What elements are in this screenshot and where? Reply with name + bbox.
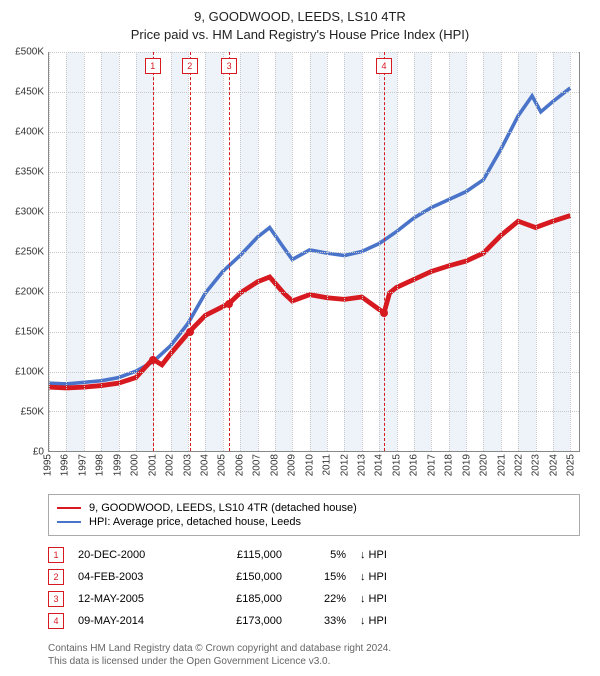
y-tick-label: £500K	[15, 47, 44, 58]
table-row: 409-MAY-2014£173,00033%↓ HPI	[48, 610, 580, 632]
x-tick-label: 2022	[513, 454, 524, 476]
title-block: 9, GOODWOOD, LEEDS, LS10 4TR Price paid …	[0, 0, 600, 48]
sale-marker: 2	[182, 58, 198, 74]
chart-container: 9, GOODWOOD, LEEDS, LS10 4TR Price paid …	[0, 0, 600, 668]
x-tick-label: 2008	[269, 454, 280, 476]
legend-label: HPI: Average price, detached house, Leed…	[89, 516, 301, 528]
chart-area: £0£50K£100K£150K£200K£250K£300K£350K£400…	[48, 52, 580, 452]
x-tick-label: 2024	[548, 454, 559, 476]
x-tick-label: 2018	[444, 454, 455, 476]
x-tick-label: 2010	[304, 454, 315, 476]
x-tick-label: 2013	[356, 454, 367, 476]
y-tick-label: £350K	[15, 167, 44, 178]
x-tick-label: 2002	[165, 454, 176, 476]
x-tick-label: 2021	[496, 454, 507, 476]
title-address: 9, GOODWOOD, LEEDS, LS10 4TR	[0, 8, 600, 26]
x-tick-label: 2011	[322, 454, 333, 476]
table-row: 204-FEB-2003£150,00015%↓ HPI	[48, 566, 580, 588]
y-tick-label: £100K	[15, 367, 44, 378]
legend-label: 9, GOODWOOD, LEEDS, LS10 4TR (detached h…	[89, 502, 357, 514]
y-tick-label: £250K	[15, 247, 44, 258]
y-tick-label: £450K	[15, 87, 44, 98]
footer: Contains HM Land Registry data © Crown c…	[48, 642, 580, 668]
x-tick-label: 2025	[566, 454, 577, 476]
x-tick-label: 2006	[234, 454, 245, 476]
footer-line1: Contains HM Land Registry data © Crown c…	[48, 642, 580, 655]
x-tick-label: 2001	[147, 454, 158, 476]
x-tick-label: 2014	[374, 454, 385, 476]
x-tick-label: 2005	[217, 454, 228, 476]
x-tick-label: 2003	[182, 454, 193, 476]
x-tick-label: 1996	[60, 454, 71, 476]
x-tick-label: 2015	[391, 454, 402, 476]
y-axis: £0£50K£100K£150K£200K£250K£300K£350K£400…	[2, 52, 46, 452]
x-tick-label: 2004	[199, 454, 210, 476]
title-subtitle: Price paid vs. HM Land Registry's House …	[0, 26, 600, 44]
y-tick-label: £400K	[15, 127, 44, 138]
y-tick-label: £300K	[15, 207, 44, 218]
x-tick-label: 1998	[95, 454, 106, 476]
x-tick-label: 2023	[531, 454, 542, 476]
x-tick-label: 2016	[409, 454, 420, 476]
x-tick-label: 1997	[77, 454, 88, 476]
x-tick-label: 2019	[461, 454, 472, 476]
x-tick-label: 2000	[130, 454, 141, 476]
x-tick-label: 2017	[426, 454, 437, 476]
legend-item: HPI: Average price, detached house, Leed…	[57, 515, 571, 529]
table-row: 312-MAY-2005£185,00022%↓ HPI	[48, 588, 580, 610]
sales-table: 120-DEC-2000£115,0005%↓ HPI204-FEB-2003£…	[48, 544, 580, 632]
y-tick-label: £50K	[21, 407, 44, 418]
x-tick-label: 1995	[43, 454, 54, 476]
sale-dot	[149, 356, 157, 364]
table-row: 120-DEC-2000£115,0005%↓ HPI	[48, 544, 580, 566]
y-tick-label: £150K	[15, 327, 44, 338]
sale-marker: 4	[376, 58, 392, 74]
plot-area: 1 2 3 4	[48, 52, 580, 452]
sale-dot	[380, 309, 388, 317]
sale-dot	[186, 328, 194, 336]
y-tick-label: £200K	[15, 287, 44, 298]
legend: 9, GOODWOOD, LEEDS, LS10 4TR (detached h…	[48, 494, 580, 536]
x-tick-label: 2009	[287, 454, 298, 476]
x-tick-label: 2020	[479, 454, 490, 476]
sale-marker: 3	[221, 58, 237, 74]
sale-marker: 1	[145, 58, 161, 74]
sale-dot	[225, 300, 233, 308]
x-axis: 1995199619971998199920002001200220032004…	[48, 454, 580, 488]
x-tick-label: 2012	[339, 454, 350, 476]
legend-item: 9, GOODWOOD, LEEDS, LS10 4TR (detached h…	[57, 501, 571, 515]
x-tick-label: 2007	[252, 454, 263, 476]
footer-line2: This data is licensed under the Open Gov…	[48, 655, 580, 668]
x-tick-label: 1999	[112, 454, 123, 476]
